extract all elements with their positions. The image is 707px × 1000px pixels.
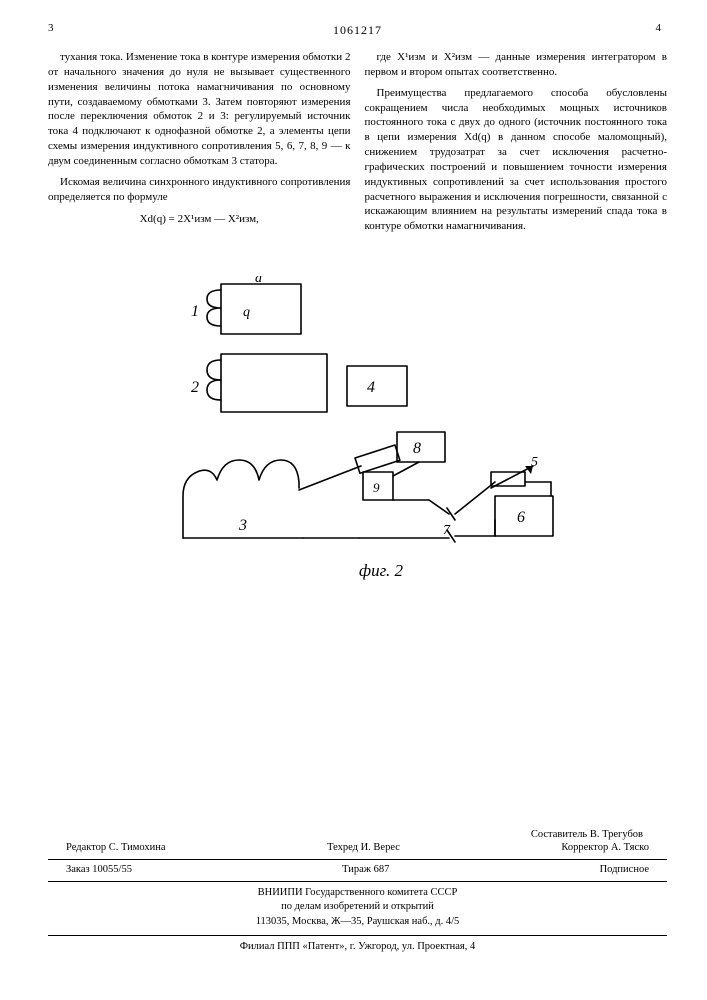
page-num-right: 4 [656,22,662,34]
label-6: 6 [517,509,525,526]
page: 3 4 1061217 тухания тока. Изменение тока… [0,0,707,1000]
label-7: 7 [443,523,451,538]
corrector-credit: Корректор А. Тяско [561,842,649,853]
footer-rule-3 [48,935,667,936]
document-id: 1061217 [48,23,667,38]
right-p2: Преимущества предлагаемого способа обусл… [365,86,668,234]
composer-credit: Составитель В. Трегубов [48,829,667,840]
wire-7-5 [455,482,495,514]
footer-rule-2 [48,881,667,882]
credit-row-1: Редактор С. Тимохина Техред И. Верес Кор… [48,842,667,853]
column-right: где X¹изм и X²изм — данные измерения инт… [365,50,668,240]
label-1: 1 [191,303,199,320]
footer: Составитель В. Трегубов Редактор С. Тимо… [48,829,667,954]
credit-row-2: Заказ 10055/55 Тираж 687 Подписное [48,864,667,875]
formula: Xd(q) = 2X¹изм — X²изм, [48,212,351,227]
block-2-rect [221,354,327,412]
block-4-rect [347,366,407,406]
label-2: 2 [191,379,199,396]
schematic-figure: 1 d q 2 4 3 9 8 [143,276,573,586]
editor-credit: Редактор С. Тимохина [66,842,166,853]
wire-8 [393,462,419,476]
techred-credit: Техред И. Верес [327,842,400,853]
addr-line-1: 113035, Москва, Ж—35, Раушская наб., д. … [48,915,667,929]
page-num-left: 3 [48,22,54,34]
column-left: тухания тока. Изменение тока в контуре и… [48,50,351,240]
right-p1: где X¹изм и X²изм — данные измерения инт… [365,50,668,80]
label-3: 3 [238,517,247,534]
left-p1: тухания тока. Изменение тока в контуре и… [48,50,351,169]
block-1-rect [221,284,301,334]
label-8: 8 [413,440,421,457]
org-line-1: ВНИИПИ Государственного комитета СССР [48,886,667,900]
left-p2: Искомая величина синхронного индуктивног… [48,175,351,205]
figure-wrapper: 1 d q 2 4 3 9 8 [48,276,667,586]
order-num: Заказ 10055/55 [66,864,132,875]
arrow-5 [491,466,533,488]
wire-to-7top [429,500,449,514]
label-d: d [255,276,263,286]
block-8-rect [397,432,445,462]
figure-caption: фиг. 2 [359,561,403,580]
tiraz: Тираж 687 [342,864,389,875]
label-q: q [243,305,250,320]
label-5: 5 [531,455,538,470]
switch-contactor [355,445,400,473]
text-columns: тухания тока. Изменение тока в контуре и… [48,50,667,240]
label-9: 9 [373,480,380,495]
footer-rule-1 [48,859,667,860]
switch-arm [299,466,361,490]
label-4: 4 [367,379,375,396]
coil-2 [207,360,221,400]
addr-line-2: Филиал ППП «Патент», г. Ужгород, ул. Про… [48,940,667,954]
subscription: Подписное [600,864,649,875]
coil-1 [207,290,221,326]
org-line-2: по делам изобретений и открытий [48,900,667,914]
